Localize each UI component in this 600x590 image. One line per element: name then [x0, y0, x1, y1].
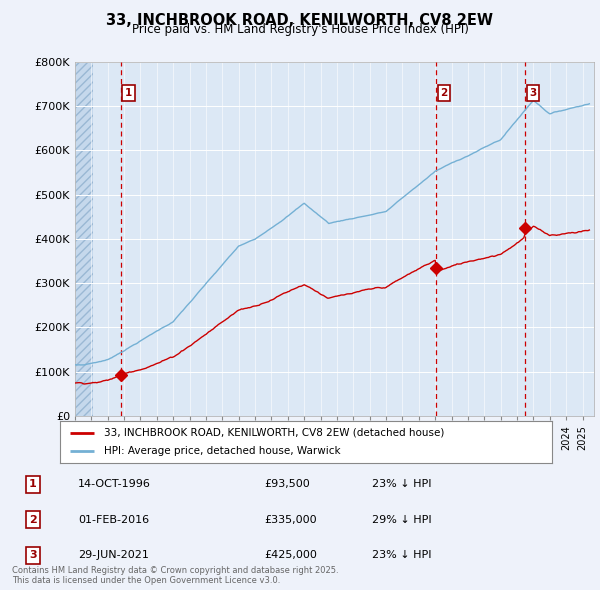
- Text: 14-OCT-1996: 14-OCT-1996: [78, 480, 151, 489]
- Text: Price paid vs. HM Land Registry's House Price Index (HPI): Price paid vs. HM Land Registry's House …: [131, 23, 469, 36]
- Text: £93,500: £93,500: [264, 480, 310, 489]
- Text: 3: 3: [29, 550, 37, 560]
- Text: 29-JUN-2021: 29-JUN-2021: [78, 550, 149, 560]
- Text: 33, INCHBROOK ROAD, KENILWORTH, CV8 2EW: 33, INCHBROOK ROAD, KENILWORTH, CV8 2EW: [107, 12, 493, 28]
- Text: 01-FEB-2016: 01-FEB-2016: [78, 515, 149, 525]
- Text: HPI: Average price, detached house, Warwick: HPI: Average price, detached house, Warw…: [104, 446, 341, 456]
- Text: 3: 3: [529, 88, 536, 98]
- Text: Contains HM Land Registry data © Crown copyright and database right 2025.
This d: Contains HM Land Registry data © Crown c…: [12, 566, 338, 585]
- Text: 1: 1: [125, 88, 132, 98]
- Text: 2: 2: [29, 515, 37, 525]
- Text: £335,000: £335,000: [264, 515, 317, 525]
- Text: 1: 1: [29, 480, 37, 489]
- Text: £425,000: £425,000: [264, 550, 317, 560]
- Text: 33, INCHBROOK ROAD, KENILWORTH, CV8 2EW (detached house): 33, INCHBROOK ROAD, KENILWORTH, CV8 2EW …: [104, 428, 445, 438]
- Text: 2: 2: [440, 88, 448, 98]
- Text: 23% ↓ HPI: 23% ↓ HPI: [372, 480, 431, 489]
- Text: 23% ↓ HPI: 23% ↓ HPI: [372, 550, 431, 560]
- Text: 29% ↓ HPI: 29% ↓ HPI: [372, 515, 431, 525]
